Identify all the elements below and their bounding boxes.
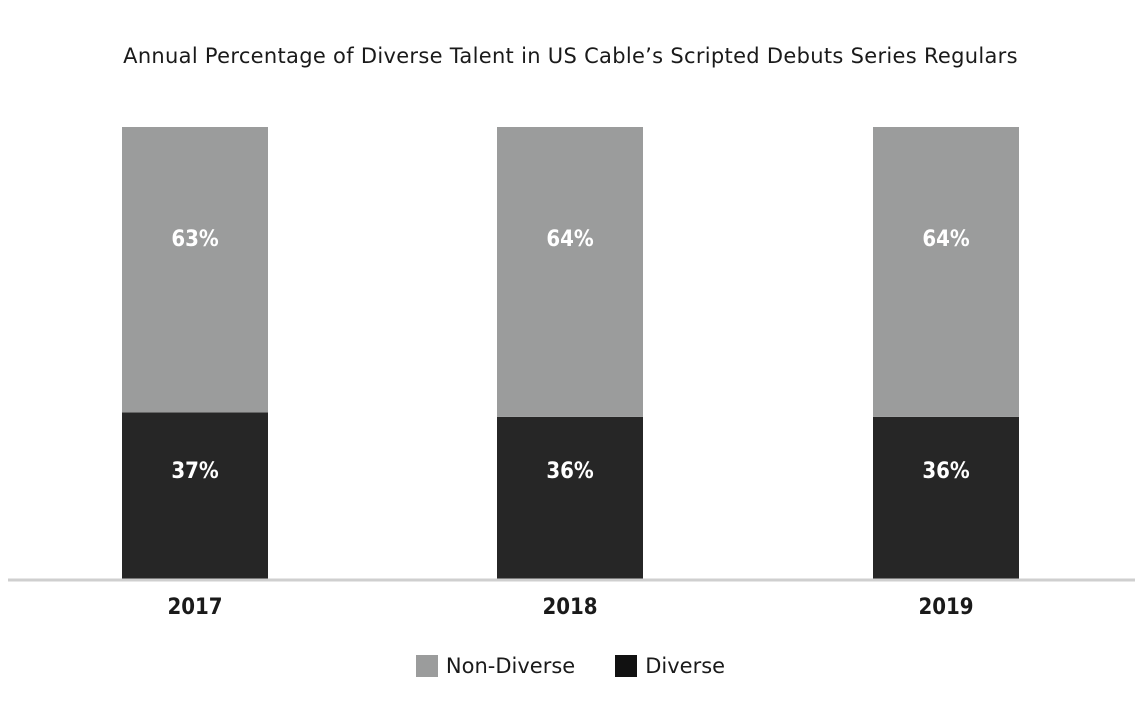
bar-non-diverse-2019 [873,127,1019,417]
data-label-diverse-2019: 36% [922,459,970,484]
data-label-diverse-2018: 36% [546,459,594,484]
bar-diverse-2019 [873,416,1019,580]
legend: Non-Diverse Diverse [0,654,1141,678]
legend-swatch-non-diverse [415,655,438,677]
x-tick-label-2018: 2018 [542,595,597,620]
legend-label-diverse: Diverse [645,654,726,678]
legend-item-diverse: Diverse [615,654,725,678]
data-label-non-diverse-2017: 63% [171,227,219,252]
data-label-non-diverse-2018: 64% [546,227,594,252]
legend-swatch-diverse [615,655,638,677]
data-label-non-diverse-2019: 64% [922,227,970,252]
legend-item-non-diverse: Non-Diverse [415,654,576,678]
data-label-diverse-2017: 37% [171,459,219,484]
x-tick-label-2019: 2019 [918,595,973,620]
bar-diverse-2017 [122,412,268,580]
bar-non-diverse-2017 [122,127,268,413]
bar-diverse-2018 [497,416,643,580]
x-tick-label-2017: 2017 [167,595,222,620]
chart-title: Annual Percentage of Diverse Talent in U… [123,44,1018,68]
legend-label-non-diverse: Non-Diverse [445,654,576,678]
bar-non-diverse-2018 [497,127,643,417]
